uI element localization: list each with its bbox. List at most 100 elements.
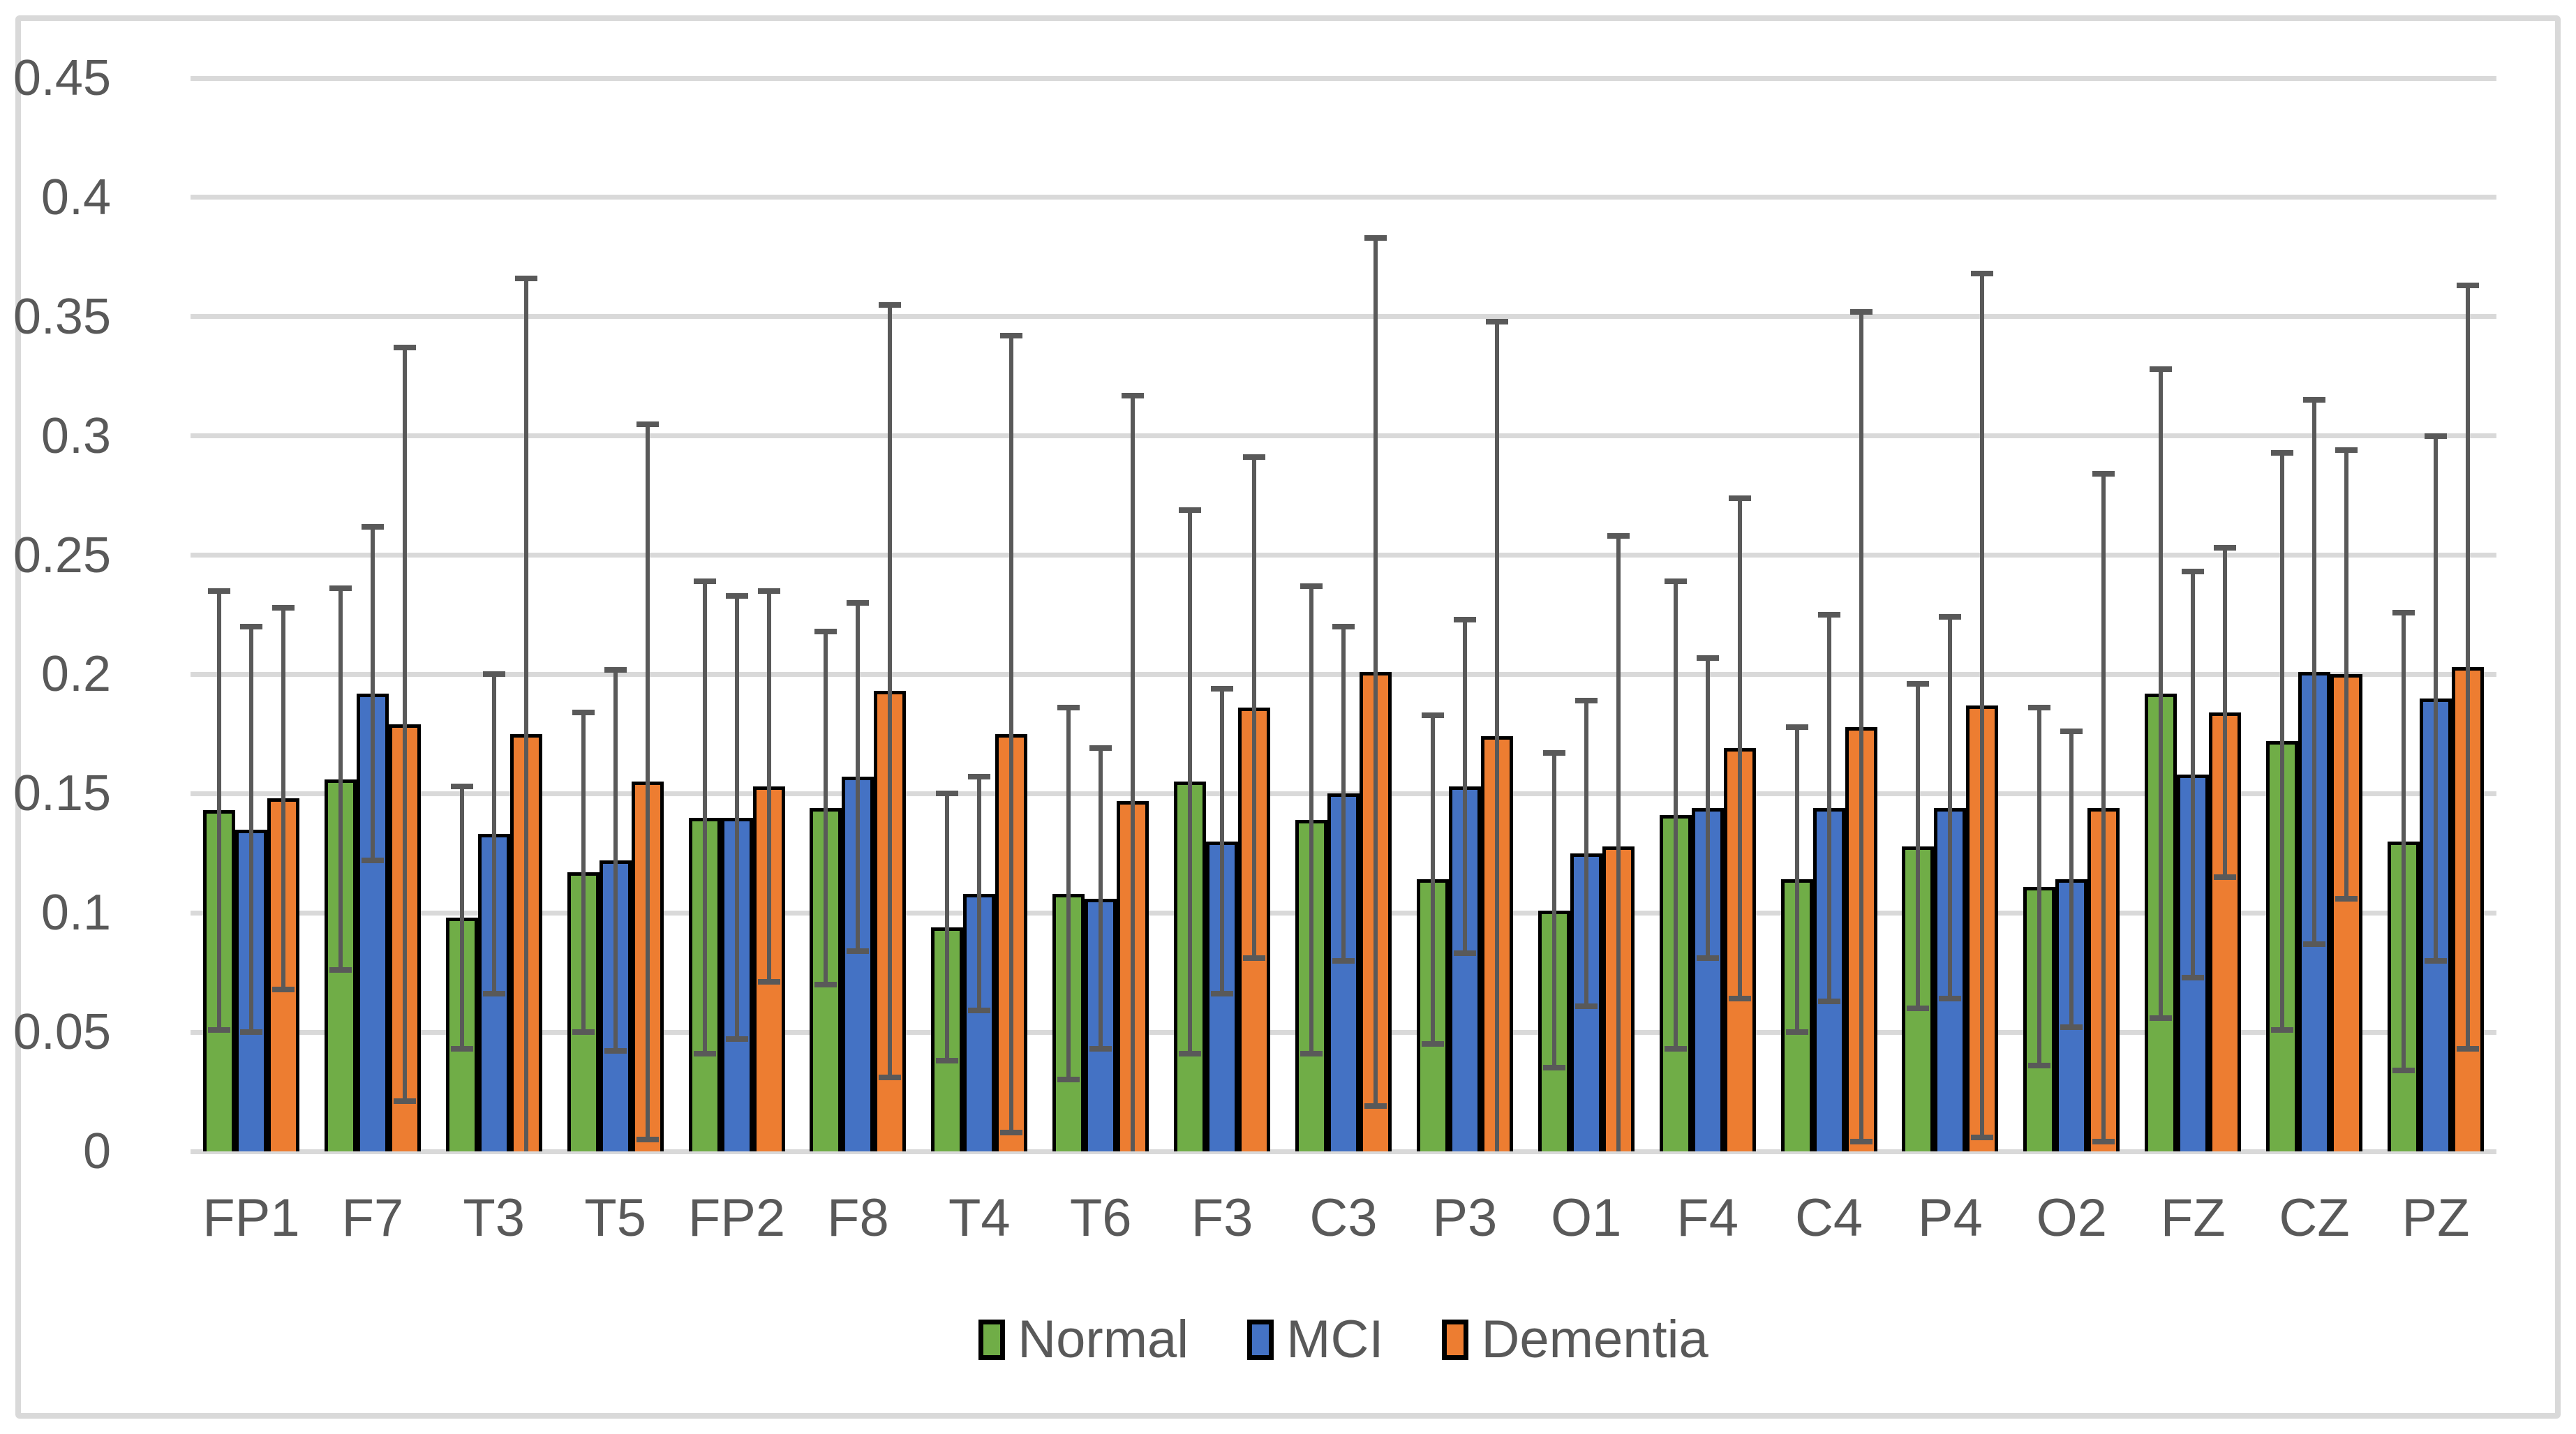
- category-label-p4: P4: [1917, 1188, 1983, 1248]
- error-bar: [1916, 684, 1921, 1008]
- error-bar-cap-bottom: [1817, 998, 1840, 1004]
- error-bar-cap-bottom: [1421, 1041, 1444, 1047]
- error-bar-cap-top: [968, 774, 991, 780]
- category-label-o2: O2: [2036, 1188, 2107, 1248]
- error-bar-cap-top: [1907, 681, 1930, 687]
- error-bar: [2465, 285, 2470, 1050]
- category-label-cz: CZ: [2279, 1188, 2350, 1248]
- error-bar-cap-bottom: [361, 858, 384, 864]
- error-bar-cap-bottom: [936, 1058, 959, 1064]
- error-bar-cap-top: [2271, 449, 2294, 456]
- bar-group-p3: [1404, 78, 1526, 1151]
- legend-label-normal: Normal: [1018, 1310, 1189, 1369]
- bar-slot: [995, 78, 1028, 1151]
- error-bar-cap-top: [572, 710, 595, 716]
- error-bar-cap-bottom: [271, 986, 295, 992]
- category-label-t4: T4: [948, 1188, 1011, 1248]
- bar-dementia-fz: [2209, 712, 2242, 1151]
- legend-swatch-dementia: [1442, 1320, 1469, 1360]
- bar-slot: [1845, 78, 1877, 1151]
- bar-slot: [234, 78, 267, 1151]
- category-label-fz: FZ: [2160, 1188, 2226, 1248]
- gridline: [191, 314, 2496, 320]
- bar-group-f4: [1647, 78, 1769, 1151]
- error-bar-cap-bottom: [1785, 1029, 1808, 1036]
- bar-group-cz: [2254, 78, 2375, 1151]
- error-bar: [1980, 274, 1985, 1137]
- error-bar: [1551, 753, 1556, 1068]
- error-bar-cap-top: [936, 791, 959, 797]
- error-bar-cap-bottom: [1332, 957, 1355, 964]
- bar-slot: [1174, 78, 1207, 1151]
- error-bar-cap-top: [725, 592, 748, 599]
- category-label-c4: C4: [1794, 1188, 1863, 1248]
- error-bar: [1009, 336, 1014, 1133]
- bar-slot: [1480, 78, 1513, 1151]
- error-bar: [1705, 657, 1710, 959]
- bar-slot: [324, 78, 357, 1151]
- error-bar-cap-top: [1971, 271, 1994, 277]
- error-bar-cap-bottom: [1542, 1065, 1565, 1071]
- error-bar-cap-top: [1421, 712, 1444, 718]
- error-bar-cap-bottom: [2303, 941, 2326, 947]
- error-bar-cap-top: [2028, 705, 2051, 711]
- error-bar-cap-top: [2392, 609, 2415, 615]
- error-bar-cap-bottom: [1574, 1003, 1598, 1009]
- error-bar: [613, 669, 618, 1052]
- category-label-t3: T3: [463, 1188, 526, 1248]
- error-bar-cap-top: [1000, 333, 1023, 339]
- error-bar-cap-top: [2150, 366, 2173, 372]
- gridline: [191, 553, 2496, 558]
- error-bar: [2223, 548, 2228, 877]
- bar-slot: [1416, 78, 1449, 1151]
- error-bar: [1131, 395, 1136, 1151]
- error-bar: [1462, 619, 1467, 954]
- error-bar: [945, 793, 950, 1061]
- error-bar-cap-bottom: [2182, 974, 2205, 980]
- error-bar: [1309, 586, 1313, 1054]
- bar-slot: [810, 78, 842, 1151]
- error-bar: [1616, 536, 1621, 1151]
- error-bar-cap-bottom: [968, 1008, 991, 1014]
- bar-slot: [599, 78, 632, 1151]
- error-bar-cap-bottom: [1728, 996, 1751, 1002]
- x-axis-labels: FP1 F7 T3 T5 FP2 F8 T4 T6 F3 C3 P3 O1 F4 C4 P4 O2 FZ CZ PZ: [191, 1190, 2496, 1246]
- bar-slot: [2177, 78, 2210, 1151]
- bar-slot: [2266, 78, 2299, 1151]
- y-tick-label: 0.25: [13, 527, 111, 583]
- error-bar: [248, 627, 253, 1033]
- error-bar-cap-bottom: [2456, 1046, 2479, 1052]
- error-bar-cap-bottom: [2271, 1026, 2294, 1033]
- error-bar-cap-bottom: [879, 1075, 902, 1081]
- error-bar-cap-top: [1574, 698, 1598, 704]
- error-bar: [977, 777, 982, 1011]
- y-tick-label: 0.45: [13, 50, 111, 106]
- error-bar: [1794, 726, 1799, 1033]
- bar-group-fp1: [191, 78, 312, 1151]
- category-label-fp1: FP1: [202, 1188, 300, 1248]
- legend-swatch-mci: [1247, 1320, 1274, 1360]
- error-bar: [1066, 708, 1071, 1080]
- error-bar: [2159, 368, 2164, 1018]
- error-bar-cap-bottom: [814, 981, 837, 987]
- bar-slot: [1052, 78, 1085, 1151]
- bar-slot: [2023, 78, 2056, 1151]
- error-bar: [2191, 572, 2196, 978]
- error-bar-cap-bottom: [1939, 996, 1962, 1002]
- error-bar-cap-top: [1785, 724, 1808, 730]
- bar-slot: [388, 78, 421, 1151]
- bar-slot: [1780, 78, 1813, 1151]
- bar-group-t6: [1040, 78, 1161, 1151]
- error-bar-cap-top: [2092, 471, 2115, 477]
- category-label-f7: F7: [341, 1188, 404, 1248]
- bar-slot: [963, 78, 996, 1151]
- error-bar-cap-top: [271, 604, 295, 611]
- error-bar-cap-top: [1817, 612, 1840, 618]
- error-bar-cap-top: [2303, 397, 2326, 403]
- bar-group-t5: [555, 78, 676, 1151]
- category-label-pz: PZ: [2402, 1188, 2470, 1248]
- error-bar-cap-bottom: [1300, 1050, 1323, 1056]
- error-bar-cap-bottom: [725, 1036, 748, 1043]
- category-label-f3: F3: [1191, 1188, 1253, 1248]
- category-label-t6: T6: [1069, 1188, 1132, 1248]
